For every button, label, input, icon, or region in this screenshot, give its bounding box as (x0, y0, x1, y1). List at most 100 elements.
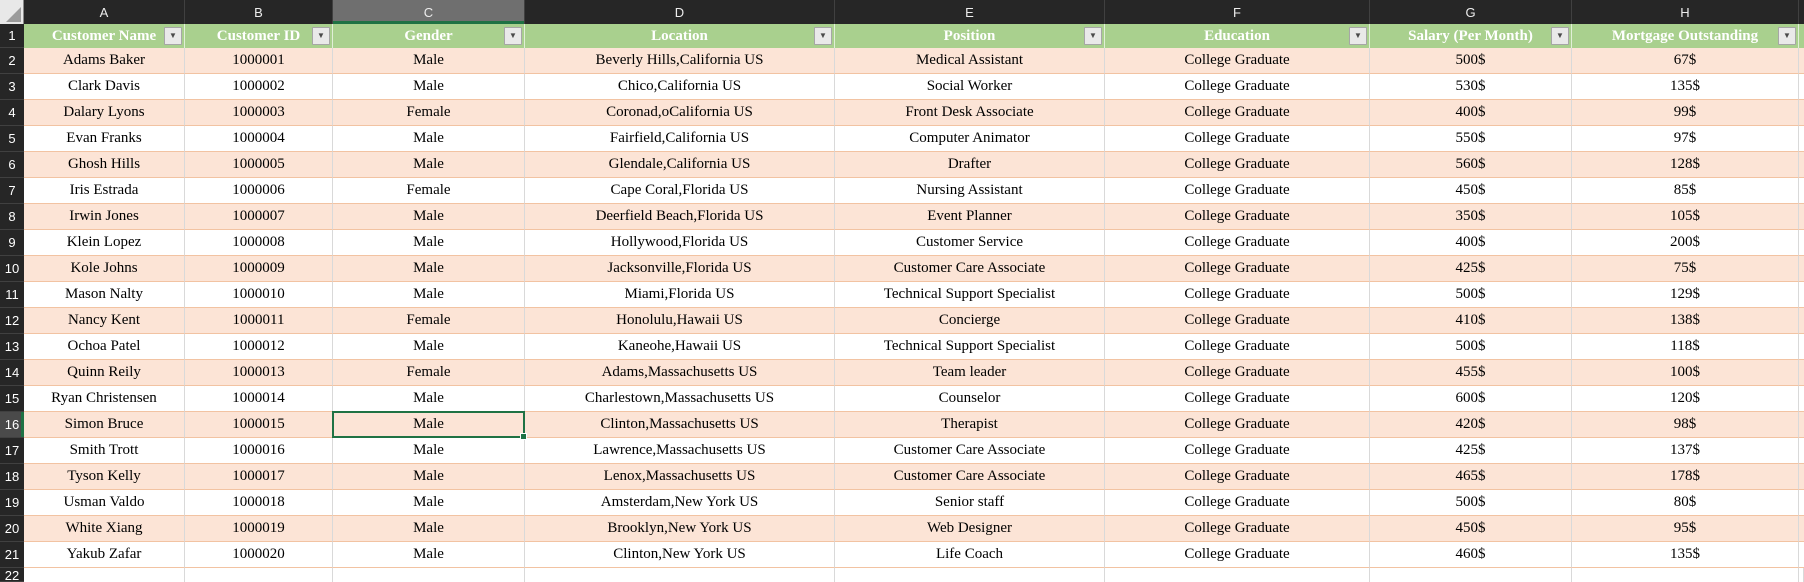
cell-B4[interactable]: 1000003 (185, 100, 333, 126)
cell-C7[interactable]: Female (333, 178, 525, 204)
row-number-20[interactable]: 20 (0, 516, 24, 542)
cell-B5[interactable]: 1000004 (185, 126, 333, 152)
cell-D11[interactable]: Miami,Florida US (525, 282, 835, 308)
cell-A19[interactable]: Usman Valdo (24, 490, 185, 516)
cell-A2[interactable]: Adams Baker (24, 48, 185, 74)
cell-H7[interactable]: 85$ (1572, 178, 1799, 204)
cell-E21[interactable]: Life Coach (835, 542, 1105, 568)
cell-B10[interactable]: 1000009 (185, 256, 333, 282)
cell-E12[interactable]: Concierge (835, 308, 1105, 334)
row-number-7[interactable]: 7 (0, 178, 24, 204)
column-header-F[interactable]: F (1105, 0, 1370, 24)
cell-E10[interactable]: Customer Care Associate (835, 256, 1105, 282)
cell-F11[interactable]: College Graduate (1105, 282, 1370, 308)
cell-B19[interactable]: 1000018 (185, 490, 333, 516)
cell-G21[interactable]: 460$ (1370, 542, 1572, 568)
cell-E5[interactable]: Computer Animator (835, 126, 1105, 152)
row-number-15[interactable]: 15 (0, 386, 24, 412)
cell-H21[interactable]: 135$ (1572, 542, 1799, 568)
row-number-10[interactable]: 10 (0, 256, 24, 282)
header-cell-G[interactable]: Salary (Per Month) ▼ (1370, 24, 1572, 48)
cell-B17[interactable]: 1000016 (185, 438, 333, 464)
row-number-9[interactable]: 9 (0, 230, 24, 256)
cell-H13[interactable]: 118$ (1572, 334, 1799, 360)
cell-F8[interactable]: College Graduate (1105, 204, 1370, 230)
select-all-box[interactable] (0, 0, 24, 24)
cell-D5[interactable]: Fairfield,California US (525, 126, 835, 152)
cell-E6[interactable]: Drafter (835, 152, 1105, 178)
cell-H5[interactable]: 97$ (1572, 126, 1799, 152)
cell-C14[interactable]: Female (333, 360, 525, 386)
cell-D4[interactable]: Coronad,oCalifornia US (525, 100, 835, 126)
cell-E16[interactable]: Therapist (835, 412, 1105, 438)
row-number-21[interactable]: 21 (0, 542, 24, 568)
cell-H3[interactable]: 135$ (1572, 74, 1799, 100)
cell-G11[interactable]: 500$ (1370, 282, 1572, 308)
cell-D12[interactable]: Honolulu,Hawaii US (525, 308, 835, 334)
cell-A7[interactable]: Iris Estrada (24, 178, 185, 204)
cell-C3[interactable]: Male (333, 74, 525, 100)
cell-H9[interactable]: 200$ (1572, 230, 1799, 256)
cell-B9[interactable]: 1000008 (185, 230, 333, 256)
cell-A20[interactable]: White Xiang (24, 516, 185, 542)
row-number-8[interactable]: 8 (0, 204, 24, 230)
cell-G2[interactable]: 500$ (1370, 48, 1572, 74)
cell-E20[interactable]: Web Designer (835, 516, 1105, 542)
row-number-5[interactable]: 5 (0, 126, 24, 152)
row-number-2[interactable]: 2 (0, 48, 24, 74)
cell-H15[interactable]: 120$ (1572, 386, 1799, 412)
cell-H2[interactable]: 67$ (1572, 48, 1799, 74)
cell-A12[interactable]: Nancy Kent (24, 308, 185, 334)
cell-D6[interactable]: Glendale,California US (525, 152, 835, 178)
column-header-A[interactable]: A (24, 0, 185, 24)
row-number-4[interactable]: 4 (0, 100, 24, 126)
row-number-14[interactable]: 14 (0, 360, 24, 386)
column-header-D[interactable]: D (525, 0, 835, 24)
cell-H20[interactable]: 95$ (1572, 516, 1799, 542)
cell-E19[interactable]: Senior staff (835, 490, 1105, 516)
cell-D8[interactable]: Deerfield Beach,Florida US (525, 204, 835, 230)
cell-D7[interactable]: Cape Coral,Florida US (525, 178, 835, 204)
cell-F16[interactable]: College Graduate (1105, 412, 1370, 438)
cell-C15[interactable]: Male (333, 386, 525, 412)
cell-A21[interactable]: Yakub Zafar (24, 542, 185, 568)
cell-A13[interactable]: Ochoa Patel (24, 334, 185, 360)
cell-C11[interactable]: Male (333, 282, 525, 308)
column-header-B[interactable]: B (185, 0, 333, 24)
cell-E7[interactable]: Nursing Assistant (835, 178, 1105, 204)
cell-B2[interactable]: 1000001 (185, 48, 333, 74)
header-cell-B[interactable]: Customer ID ▼ (185, 24, 333, 48)
cell-G10[interactable]: 425$ (1370, 256, 1572, 282)
cell-G4[interactable]: 400$ (1370, 100, 1572, 126)
cell-F7[interactable]: College Graduate (1105, 178, 1370, 204)
header-cell-H[interactable]: Mortgage Outstanding ▼ (1572, 24, 1799, 48)
cell-B3[interactable]: 1000002 (185, 74, 333, 100)
cell-B22[interactable] (185, 568, 333, 582)
header-cell-E[interactable]: Position ▼ (835, 24, 1105, 48)
cell-G6[interactable]: 560$ (1370, 152, 1572, 178)
cell-D15[interactable]: Charlestown,Massachusetts US (525, 386, 835, 412)
cell-B20[interactable]: 1000019 (185, 516, 333, 542)
cell-F9[interactable]: College Graduate (1105, 230, 1370, 256)
row-number-13[interactable]: 13 (0, 334, 24, 360)
cell-F19[interactable]: College Graduate (1105, 490, 1370, 516)
cell-G9[interactable]: 400$ (1370, 230, 1572, 256)
cell-D13[interactable]: Kaneohe,Hawaii US (525, 334, 835, 360)
cell-E18[interactable]: Customer Care Associate (835, 464, 1105, 490)
cell-E9[interactable]: Customer Service (835, 230, 1105, 256)
cell-D21[interactable]: Clinton,New York US (525, 542, 835, 568)
cell-H6[interactable]: 128$ (1572, 152, 1799, 178)
cell-B15[interactable]: 1000014 (185, 386, 333, 412)
cell-B12[interactable]: 1000011 (185, 308, 333, 334)
cell-E22[interactable] (835, 568, 1105, 582)
cell-C17[interactable]: Male (333, 438, 525, 464)
cell-H14[interactable]: 100$ (1572, 360, 1799, 386)
column-header-G[interactable]: G (1370, 0, 1572, 24)
cell-C19[interactable]: Male (333, 490, 525, 516)
cell-A5[interactable]: Evan Franks (24, 126, 185, 152)
cell-G7[interactable]: 450$ (1370, 178, 1572, 204)
cell-F5[interactable]: College Graduate (1105, 126, 1370, 152)
cell-C5[interactable]: Male (333, 126, 525, 152)
row-number-1[interactable]: 1 (0, 24, 24, 48)
cell-G13[interactable]: 500$ (1370, 334, 1572, 360)
